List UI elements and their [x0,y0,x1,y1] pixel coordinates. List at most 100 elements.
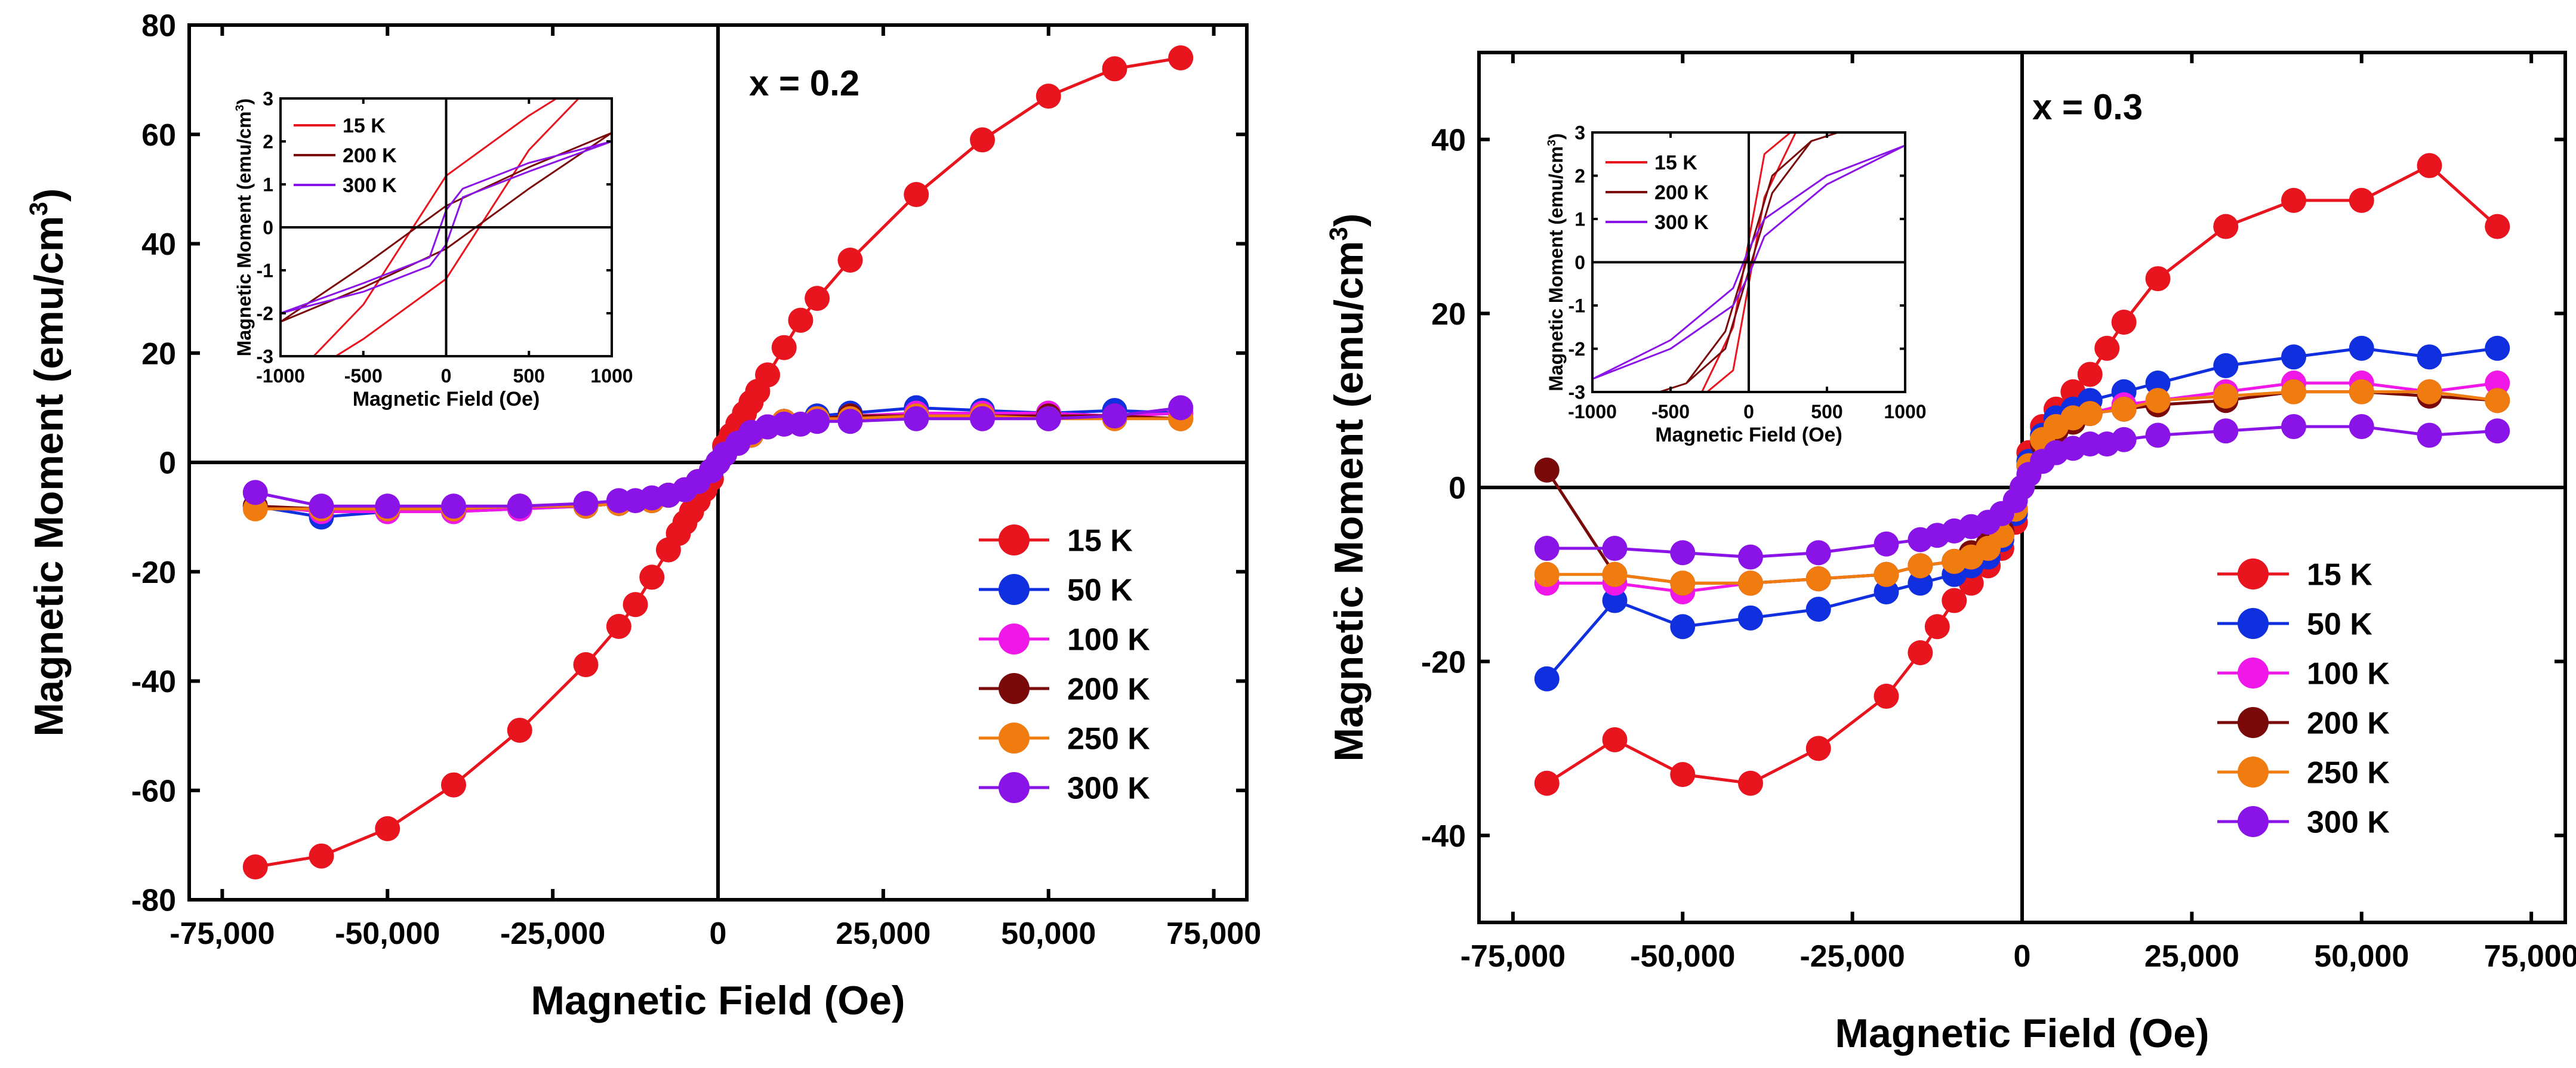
data-point [1805,736,1831,761]
data-point [2417,344,2442,370]
data-point [2111,427,2137,452]
inset-y-axis-label: Magnetic Moment (emu/cm3) [233,98,255,356]
inset-legend: 15 K 200 K 300 K [294,115,397,197]
data-point [1102,56,1127,82]
x-tick-label: -50,000 [335,916,440,951]
data-point [1805,566,1831,592]
inset-y-axis-label: Magnetic Moment (emu/cm3) [1545,133,1567,391]
inset-legend-item-200-k: 200 K [1606,181,1709,204]
legend-label: 15 K [1067,524,1133,558]
y-axis-label: Magnetic Moment (emu/cm3) [1324,214,1372,762]
inset-y-tick-label: 1 [263,174,273,196]
y-tick-label: 20 [141,337,176,371]
data-point [573,652,599,678]
inset-series-15-k [312,98,580,356]
data-point [2145,388,2171,413]
x-tick-label: 50,000 [1001,916,1096,951]
inset-legend-item-300-k: 300 K [1606,211,1709,234]
data-point [1534,770,1560,796]
y-tick-label: -40 [131,665,176,699]
data-point [2145,422,2171,448]
inset-y-tick-label: 3 [1574,122,1585,144]
y-tick-label: 0 [1449,471,1466,506]
x-tick-label: 0 [710,916,727,951]
data-point [2281,344,2306,370]
legend-swatch-marker [2238,658,2269,689]
data-point [805,409,830,434]
inset-y-tick-label: 0 [263,217,273,239]
data-point [2281,413,2306,439]
data-point [309,843,334,869]
y-tick-label: 40 [141,227,176,262]
x-tick-label: 75,000 [1166,916,1261,951]
data-point [1602,536,1628,561]
legend-swatch-marker [999,723,1030,754]
data-point [2077,401,2103,427]
inset-series-15-k [1699,132,1799,392]
data-point [2213,418,2239,444]
inset-x-tick-label: -500 [1651,401,1690,422]
data-point [1908,553,1933,579]
legend: 15 K 50 K 100 K 200 K 250 K 300 K [2217,558,2390,840]
legend-label: 50 K [2307,607,2372,642]
legend-swatch-marker [999,623,1030,655]
data-point [441,772,466,798]
inset-y-tick-label: 1 [1574,209,1585,230]
legend-item-200-k: 200 K [979,672,1150,707]
inset-plot-frame [1591,131,1906,393]
inset-legend-label: 15 K [343,115,386,137]
legend-label: 100 K [2307,657,2390,692]
data-point [1908,570,1933,596]
data-point [2213,353,2239,378]
data-point [1534,561,1560,587]
legend-swatch-marker [2238,608,2269,639]
legend-item-50-k: 50 K [979,573,1133,608]
inset-series-300-k [1592,144,1905,380]
inset-chart: -1000 -500 0 500 1000 -3 -2 -1 0 1 2 3 Magnetic Fiel… [1545,122,1927,446]
data-point [837,247,863,273]
data-point [2213,383,2239,409]
legend-swatch-marker [999,574,1030,605]
data-point [1036,84,1061,109]
data-point [1874,531,1899,557]
inset-x-tick-label: 500 [1811,401,1842,422]
data-point [2094,335,2120,361]
legend-swatch-marker [999,673,1030,704]
plot-frame [1477,51,2567,924]
inset-legend-item-300-k: 300 K [294,174,397,197]
x-tick-label: -50,000 [1630,939,1735,974]
legend-label: 300 K [2307,805,2390,840]
data-point [2111,396,2137,422]
legend-item-100-k: 100 K [979,623,1150,658]
inset-y-tick-label: 3 [263,88,273,110]
inset-series-300-k [281,140,612,314]
data-point [2145,371,2171,396]
legend-item-250-k: 250 K [2217,756,2390,791]
x-tick-label: -75,000 [1460,939,1566,974]
inset-legend-label: 200 K [343,144,397,167]
legend-swatch-marker [2238,806,2269,837]
inset-x-tick-label: 1000 [1884,401,1926,422]
legend-label: 250 K [2307,756,2390,791]
data-point [1738,605,1763,631]
legend-swatch-marker [2238,757,2269,788]
legend-swatch-marker [999,772,1030,803]
y-tick-label: 0 [159,446,176,481]
data-point [1738,570,1763,596]
x-tick-label: -75,000 [170,916,275,951]
data-point [1670,540,1696,566]
inset-x-tick-label: -1000 [1568,401,1617,422]
data-point [1534,536,1560,561]
plot-frame [187,23,1249,902]
data-point [2485,418,2510,444]
data-point [1670,570,1696,596]
data-point [309,493,334,519]
data-point [2485,335,2510,361]
composition-annotation: x = 0.2 [749,63,859,103]
data-point [771,335,797,360]
data-point [606,613,631,639]
inset-curves [281,98,612,356]
data-point [507,493,532,519]
data-point [1805,597,1831,622]
data-point [1874,561,1899,587]
